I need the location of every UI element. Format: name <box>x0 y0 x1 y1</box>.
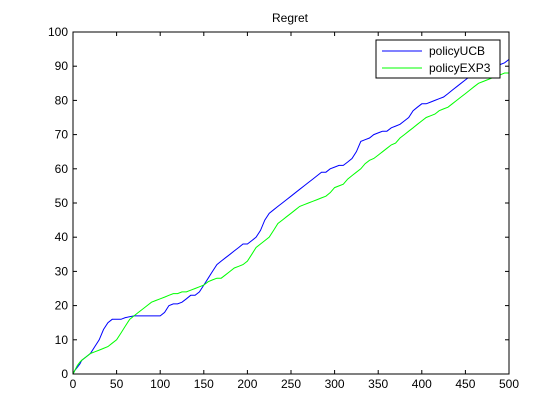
x-tick-label: 150 <box>194 377 214 391</box>
y-tick-label: 90 <box>55 59 69 73</box>
legend-label-policyexp3: policyEXP3 <box>429 61 491 75</box>
y-tick-label: 20 <box>55 299 69 313</box>
x-tick-label: 0 <box>70 377 77 391</box>
x-tick-label: 50 <box>110 377 124 391</box>
y-tick-label: 50 <box>55 196 69 210</box>
chart-title: Regret <box>272 11 309 25</box>
axes-box <box>72 31 510 375</box>
y-tick-label: 100 <box>48 25 68 39</box>
series-group <box>72 59 510 375</box>
y-tick-label: 40 <box>55 230 69 244</box>
y-tick-label: 70 <box>55 128 69 142</box>
x-tick-label: 500 <box>499 377 519 391</box>
y-tick-label: 80 <box>55 93 69 107</box>
series-line-policyexp3 <box>72 72 509 375</box>
x-tick-label: 450 <box>455 377 475 391</box>
legend-box <box>375 39 501 79</box>
legend-label-policyucb: policyUCB <box>429 44 485 58</box>
y-tick-label: 0 <box>61 367 68 381</box>
legend: policyUCB policyEXP3 <box>375 39 501 79</box>
x-tick-label: 300 <box>325 377 345 391</box>
y-tick-label: 10 <box>55 333 69 347</box>
x-tick-label: 350 <box>368 377 388 391</box>
y-tick-label: 60 <box>55 162 69 176</box>
plot-area <box>73 32 509 374</box>
x-tick-label: 250 <box>281 377 301 391</box>
x-tick-label: 100 <box>150 377 170 391</box>
x-tick-label: 400 <box>412 377 432 391</box>
ticks-group: 0 50 100 150 200 250 300 350 400 450 500 0 10 20 30 40 5… <box>48 25 519 391</box>
series-line-policyucb <box>72 59 510 375</box>
y-tick-label: 30 <box>55 264 69 278</box>
x-tick-label: 200 <box>237 377 257 391</box>
